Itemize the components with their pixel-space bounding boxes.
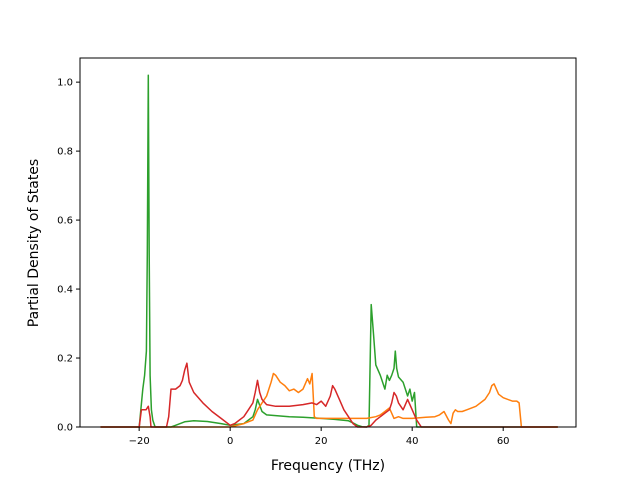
x-tick-label: 20 xyxy=(315,436,328,447)
y-tick-label: 0.0 xyxy=(57,423,73,434)
x-tick-label: −20 xyxy=(129,436,150,447)
series-line-1 xyxy=(100,74,558,428)
x-axis-ticks: −20 0 20 40 60 xyxy=(129,427,510,447)
y-tick-label: 0.6 xyxy=(57,216,73,227)
x-tick-label: 0 xyxy=(227,436,233,447)
series-line-2 xyxy=(100,372,558,428)
y-tick-label: 0.8 xyxy=(57,147,73,158)
y-tick-label: 1.0 xyxy=(57,78,73,89)
y-tick-label: 0.2 xyxy=(57,354,73,365)
y-axis-label: Partial Density of States xyxy=(26,159,42,327)
x-tick-label: 40 xyxy=(406,436,419,447)
y-axis-ticks: 0.0 0.2 0.4 0.6 0.8 1.0 xyxy=(57,78,80,434)
series-line-3 xyxy=(100,362,558,428)
y-tick-label: 0.4 xyxy=(57,285,73,296)
x-tick-label: 60 xyxy=(497,436,510,447)
x-axis-label: Frequency (THz) xyxy=(271,458,385,474)
series-layer xyxy=(100,74,558,428)
plot-frame xyxy=(79,57,577,428)
